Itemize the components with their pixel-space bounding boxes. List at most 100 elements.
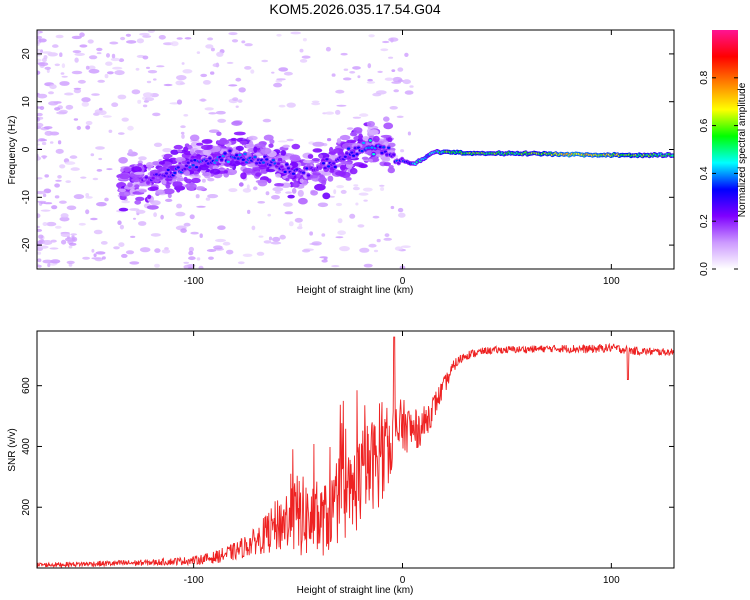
spectrogram-ridge-cell — [193, 159, 197, 162]
spectrogram-noise-cell — [118, 58, 125, 63]
spectrogram-noise-cell — [125, 33, 131, 37]
spectrogram-ridge-cell — [243, 152, 247, 156]
spectrogram-noise-cell — [363, 199, 368, 202]
spectrogram-noise-cell — [161, 249, 171, 254]
spectrogram-noise-cell — [72, 50, 82, 54]
spectrogram-noise-cell — [85, 209, 90, 215]
spectrogram-noise-cell — [396, 115, 404, 119]
spectrogram-noise-cell — [190, 231, 199, 235]
spectrogram-energy-cell — [318, 154, 323, 159]
spectrogram-noise-cell — [37, 228, 43, 232]
spectrogram-noise-cell — [323, 257, 328, 260]
spectrogram-energy-cell — [381, 156, 391, 162]
spectrogram-noise-cell — [196, 257, 201, 261]
spectrogram-ridge-cell — [323, 166, 327, 170]
spectrogram-noise-cell — [210, 47, 215, 52]
spectrogram-noise-cell — [154, 248, 161, 253]
spectrogram-noise-cell — [217, 225, 226, 230]
spectrogram-noise-cell — [208, 112, 217, 115]
spectrogram-ridge-cell — [255, 162, 259, 165]
spectrogram-energy-cell — [123, 166, 132, 173]
spectrogram-noise-cell — [38, 234, 44, 239]
spectrogram-ridge-cell — [370, 146, 374, 149]
colorbar-tick-label: 0.8 — [699, 70, 710, 84]
spectrogram-noise-cell — [176, 99, 183, 105]
spectrogram-noise-cell — [69, 155, 78, 159]
spectrogram-noise-cell — [37, 225, 41, 229]
spectrogram-noise-cell — [235, 77, 242, 82]
spectrogram-energy-cell — [199, 163, 209, 171]
spectrogram-y-tick-label: 10 — [21, 96, 32, 108]
spectrogram-ridge-cell — [256, 158, 260, 162]
spectrogram-energy-cell — [137, 163, 143, 167]
spectrogram-noise-cell — [311, 102, 321, 106]
spectrogram-energy-cell — [165, 184, 171, 189]
spectrogram-noise-cell — [66, 260, 75, 265]
spectrogram-noise-cell — [180, 131, 185, 135]
spectrogram-noise-cell — [163, 83, 173, 87]
colorbar-ticks: 0.0 0.2 0.4 0.6 0.8 — [699, 70, 738, 276]
spectrogram-noise-cell — [400, 149, 405, 153]
spectrogram-noise-cell — [146, 66, 150, 69]
spectrogram-noise-cell — [331, 265, 340, 268]
spectrogram-noise-cell — [253, 186, 258, 191]
spectrogram-noise-cell — [138, 156, 147, 161]
spectrogram-energy-cell — [312, 141, 325, 147]
spectrogram-noise-cell — [202, 80, 211, 85]
spectrogram-ridge-cell — [353, 147, 357, 150]
spectrogram-noise-cell — [43, 202, 53, 205]
spectrogram-noise-cell — [335, 202, 343, 207]
spectrogram-energy-cell — [358, 133, 363, 141]
spectrogram-noise-cell — [71, 70, 83, 75]
spectrogram-energy-cell — [329, 146, 334, 154]
spectrogram-energy-cell — [173, 144, 183, 150]
spectrogram-noise-cell — [271, 71, 275, 74]
spectrogram-noise-cell — [336, 104, 347, 107]
spectrogram-energy-cell — [219, 137, 228, 144]
spectrogram-noise-cell — [57, 175, 62, 179]
spectrogram-energy-cell — [275, 173, 282, 178]
spectrogram-noise-cell — [299, 48, 304, 53]
spectrogram-ridge-cell — [164, 172, 169, 175]
spectrogram-noise-cell — [165, 198, 173, 202]
spectrogram-ridge-cell — [368, 139, 372, 142]
spectrogram-ridge-cell — [318, 166, 322, 169]
spectrogram-noise-cell — [118, 242, 125, 248]
spectrogram-energy-cell — [282, 144, 290, 148]
spectrogram-noise-cell — [46, 221, 57, 227]
spectrogram-noise-cell — [388, 56, 394, 59]
spectrogram-noise-cell — [61, 75, 68, 78]
spectrogram-noise-cell — [180, 228, 187, 233]
spectrogram-energy-cell — [201, 144, 213, 150]
spectrogram-energy-cell — [207, 177, 215, 182]
spectrogram-noise-cell — [37, 177, 43, 180]
spectrogram-noise-cell — [37, 93, 48, 99]
spectrogram-ridge-cell — [190, 159, 194, 162]
spectrogram-noise-cell — [376, 238, 381, 243]
spectrogram-noise-cell — [277, 140, 288, 143]
snr-panel: -100 0 100 200 400 600 Height of straight li… — [7, 330, 675, 596]
spectrogram-noise-cell — [37, 30, 41, 36]
spectrogram-noise-cell — [118, 132, 125, 135]
spectrogram-noise-cell — [102, 115, 112, 118]
spectrogram-energy-cell — [329, 169, 335, 173]
spectrogram-noise-cell — [213, 245, 223, 250]
spectrogram-ridge-cell — [362, 141, 366, 145]
spectrogram-noise-cell — [135, 209, 146, 214]
spectrogram-noise-cell — [272, 236, 281, 242]
spectrogram-y-label: Frequency (Hz) — [7, 116, 18, 185]
spectrogram-noise-cell — [404, 90, 414, 95]
spectrogram-noise-cell — [90, 153, 95, 157]
spectrogram-noise-cell — [77, 79, 86, 84]
spectrogram-noise-cell — [359, 113, 369, 117]
spectrogram-ridge-cell — [295, 168, 299, 171]
spectrogram-noise-cell — [73, 87, 82, 90]
spectrogram-noise-cell — [80, 176, 87, 179]
spectrogram-energy-cell — [387, 167, 395, 174]
spectrogram-noise-cell — [384, 233, 390, 238]
spectrogram-noise-cell — [120, 36, 126, 41]
spectrogram-ridge-cell — [184, 164, 189, 167]
spectrogram-noise-cell — [176, 37, 183, 40]
spectrogram-noise-cell — [71, 236, 78, 242]
spectrogram-noise-cell — [349, 71, 356, 74]
